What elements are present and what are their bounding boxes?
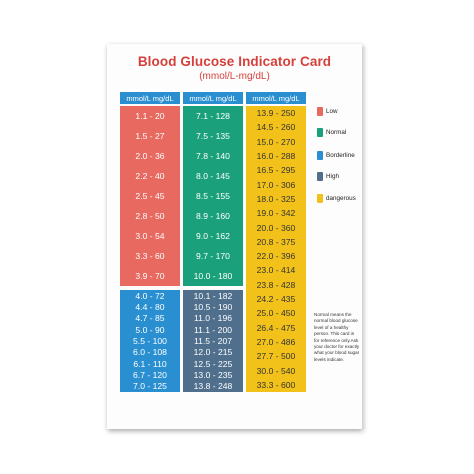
range-row: 33.3 - 600 bbox=[256, 379, 296, 390]
range-row: 8.5 - 155 bbox=[196, 191, 230, 201]
range-row: 5.5 - 100 bbox=[133, 336, 167, 346]
range-row: 2.2 - 40 bbox=[135, 171, 165, 181]
range-row: 7.0 - 125 bbox=[133, 381, 167, 392]
range-row: 9.7 - 170 bbox=[196, 251, 230, 261]
legend-low: Low bbox=[317, 107, 338, 116]
range-row: 24.2 - 435 bbox=[256, 294, 296, 305]
legend-high: High bbox=[317, 172, 339, 181]
range-row: 2.0 - 36 bbox=[135, 151, 165, 161]
range-row: 6.0 - 108 bbox=[133, 347, 167, 358]
range-row: 13.0 - 235 bbox=[193, 370, 233, 380]
high-swatch-icon bbox=[317, 172, 323, 181]
range-row: 8.0 - 145 bbox=[196, 171, 230, 181]
range-row: 7.1 - 128 bbox=[196, 111, 230, 121]
range-row: 7.5 - 135 bbox=[196, 131, 230, 141]
range-row: 4.0 - 72 bbox=[135, 290, 165, 301]
range-row: 10.0 - 180 bbox=[193, 271, 233, 281]
range-row: 3.0 - 54 bbox=[135, 231, 165, 241]
range-row: 15.0 - 270 bbox=[256, 136, 296, 147]
legend-label-high: High bbox=[326, 173, 339, 180]
range-row: 2.8 - 50 bbox=[135, 211, 165, 221]
legend-borderline: Borderline bbox=[317, 151, 355, 160]
range-row: 7.8 - 140 bbox=[196, 151, 230, 161]
range-row: 4.7 - 85 bbox=[135, 313, 165, 324]
legend-label-normal: Normal bbox=[326, 129, 347, 136]
range-row: 6.7 - 120 bbox=[133, 370, 167, 380]
range-row: 1.1 - 20 bbox=[135, 111, 165, 121]
range-row: 1.5 - 27 bbox=[135, 131, 165, 141]
range-row: 12.0 - 215 bbox=[193, 347, 233, 358]
legend-label-low: Low bbox=[326, 108, 338, 115]
range-row: 11.5 - 207 bbox=[193, 336, 233, 346]
range-row: 5.0 - 90 bbox=[135, 324, 165, 335]
normal-range-block: 7.1 - 128 7.5 - 135 7.8 - 140 8.0 - 145 8.5 … bbox=[183, 106, 243, 286]
range-row: 17.0 - 306 bbox=[256, 179, 296, 190]
range-row: 30.0 - 540 bbox=[256, 365, 296, 376]
range-row: 16.5 - 295 bbox=[256, 165, 296, 176]
dangerous-swatch-icon bbox=[317, 194, 323, 203]
range-row: 27.7 - 500 bbox=[256, 351, 296, 362]
range-row: 6.1 - 110 bbox=[133, 358, 167, 369]
legend-normal: Normal bbox=[317, 128, 346, 137]
range-row: 25.0 - 450 bbox=[256, 308, 296, 319]
legend-label-borderline: Borderline bbox=[326, 152, 355, 159]
high-range-block: 10.1 - 182 10.5 - 190 11.0 - 196 11.1 - 200… bbox=[183, 290, 243, 392]
range-row: 9.0 - 162 bbox=[196, 231, 230, 241]
range-row: 13.8 - 248 bbox=[193, 381, 233, 392]
range-row: 2.5 - 45 bbox=[135, 191, 165, 201]
range-row: 19.0 - 342 bbox=[256, 208, 296, 219]
legend-dangerous: dangerous bbox=[317, 194, 356, 203]
range-row: 11.0 - 196 bbox=[193, 313, 233, 324]
glucose-indicator-card: Blood Glucose Indicator Card (mmol/L-mg/… bbox=[107, 44, 366, 429]
reference-note: Normal means the normal blood glucose le… bbox=[314, 312, 360, 362]
column-header-3: mmol/L mg/dL bbox=[246, 92, 306, 104]
column-header-2: mmol/L mg/dL bbox=[183, 92, 243, 104]
range-row: 11.1 - 200 bbox=[193, 324, 233, 335]
range-row: 3.9 - 70 bbox=[135, 271, 165, 281]
card-subtitle: (mmol/L-mg/dL) bbox=[199, 71, 270, 82]
range-row: 22.0 - 396 bbox=[256, 251, 296, 262]
range-row: 20.8 - 375 bbox=[256, 236, 296, 247]
range-row: 10.5 - 190 bbox=[193, 302, 233, 312]
range-row: 20.0 - 360 bbox=[256, 222, 296, 233]
dangerous-range-block: 13.9 - 250 14.5 - 260 15.0 - 270 16.0 - 288… bbox=[246, 106, 306, 392]
range-row: 12.5 - 225 bbox=[193, 358, 233, 369]
range-row: 16.0 - 288 bbox=[256, 151, 296, 162]
range-row: 27.0 - 486 bbox=[256, 336, 296, 347]
range-row: 26.4 - 475 bbox=[256, 322, 296, 333]
low-range-block: 1.1 - 20 1.5 - 27 2.0 - 36 2.2 - 40 2.5 - 45… bbox=[120, 106, 180, 286]
borderline-swatch-icon bbox=[317, 151, 323, 160]
normal-swatch-icon bbox=[317, 128, 323, 137]
low-swatch-icon bbox=[317, 107, 323, 116]
range-row: 13.9 - 250 bbox=[256, 108, 296, 119]
range-row: 8.9 - 160 bbox=[196, 211, 230, 221]
range-row: 23.0 - 414 bbox=[256, 265, 296, 276]
card-title: Blood Glucose Indicator Card bbox=[137, 54, 332, 69]
legend-label-dangerous: dangerous bbox=[326, 195, 356, 202]
range-row: 18.0 - 325 bbox=[256, 193, 296, 204]
range-row: 3.3 - 60 bbox=[135, 251, 165, 261]
range-row: 4.4 - 80 bbox=[135, 302, 165, 312]
range-row: 14.5 - 260 bbox=[256, 122, 296, 133]
column-header-1: mmol/L mg/dL bbox=[120, 92, 180, 104]
range-row: 10.1 - 182 bbox=[193, 290, 233, 301]
borderline-range-block: 4.0 - 72 4.4 - 80 4.7 - 85 5.0 - 90 5.5 - 10… bbox=[120, 290, 180, 392]
range-row: 23.8 - 428 bbox=[256, 279, 296, 290]
